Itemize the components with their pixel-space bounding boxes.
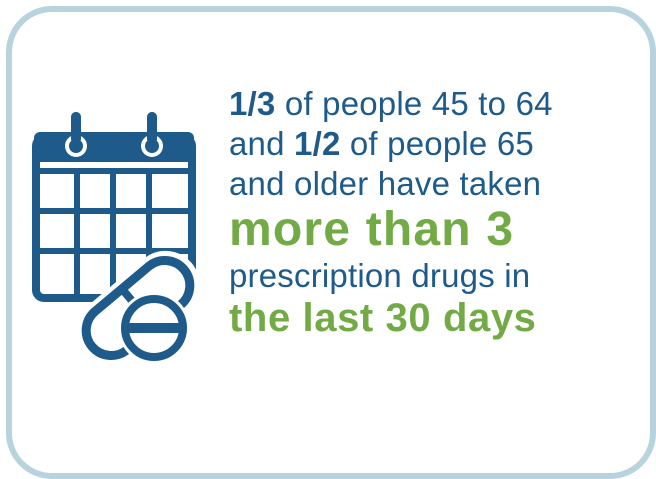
stat-line-1-text: of people 45 to 64	[275, 85, 553, 122]
stat-line-2-start: and	[229, 125, 295, 162]
highlight-last-30-days: the last 30 days	[229, 296, 537, 340]
stat-line-5: prescription drugs in	[229, 257, 531, 294]
pills-icon	[76, 250, 200, 366]
stat-line-2: and 1/2 of people 65	[229, 124, 629, 164]
highlight-more-than-3: more than 3	[229, 203, 515, 256]
stat-line-3: and older have taken	[229, 165, 542, 202]
stat-line-1: 1/3 of people 45 to 64	[229, 84, 629, 124]
calendar-pills-icon	[32, 112, 200, 366]
stat-text: 1/3 of people 45 to 64 and 1/2 of people…	[229, 84, 629, 340]
calendar-icon	[32, 112, 196, 302]
stat-line-2-text: of people 65	[340, 125, 534, 162]
stat-fraction-1: 1/3	[229, 85, 276, 122]
stat-fraction-2: 1/2	[294, 125, 341, 162]
